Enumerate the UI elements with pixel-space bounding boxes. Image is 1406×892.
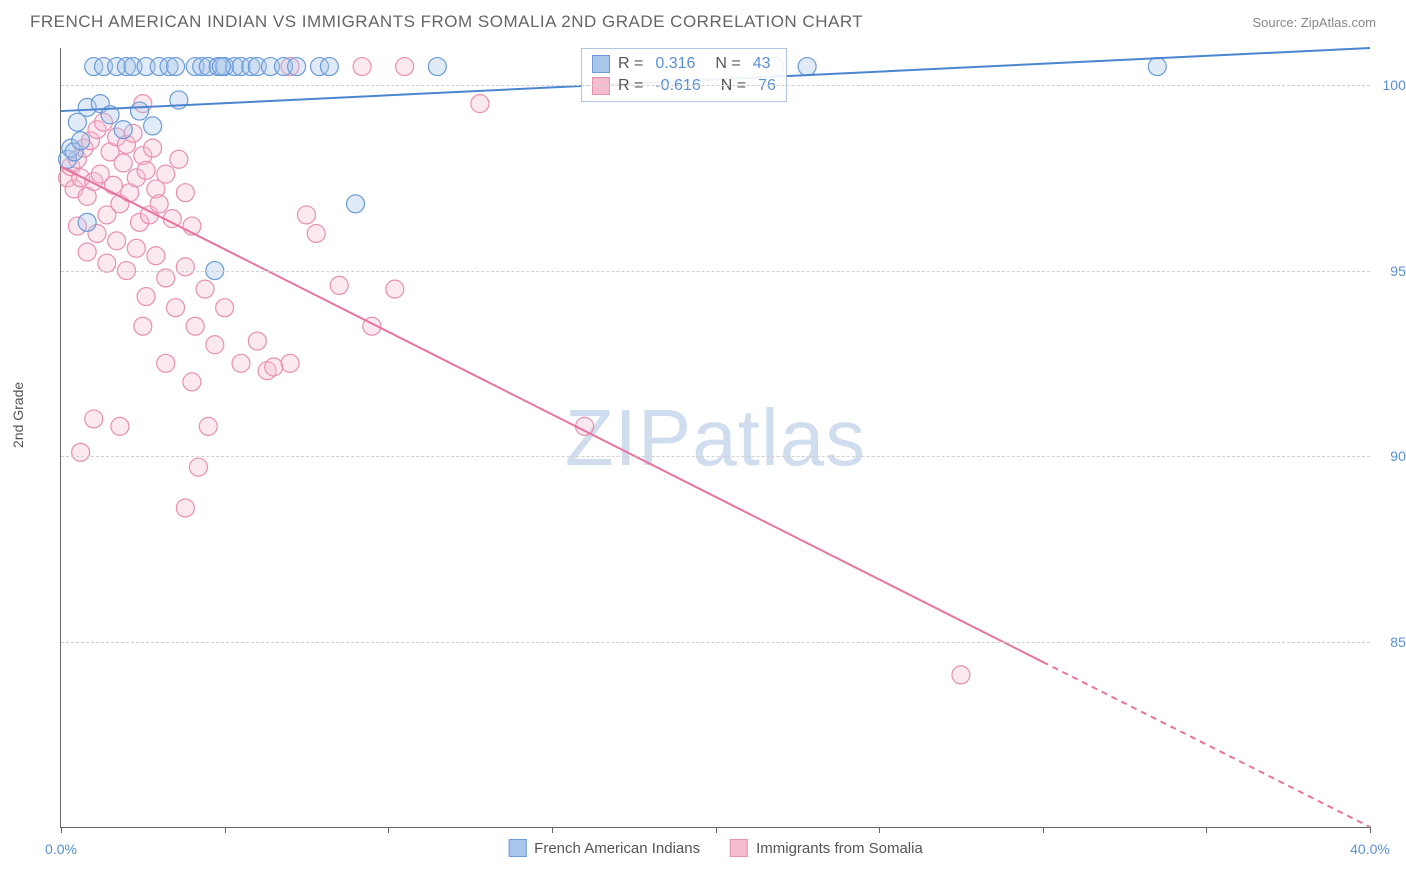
series-legend-blue: French American Indians (508, 839, 700, 857)
data-point (347, 195, 365, 213)
grid-line (61, 85, 1370, 86)
data-point (176, 258, 194, 276)
chart-plot-area: ZIPatlas R = 0.316 N = 43 R = -0.616 N =… (60, 48, 1370, 828)
correlation-legend: R = 0.316 N = 43 R = -0.616 N = 76 (581, 48, 787, 102)
data-point (798, 58, 816, 76)
x-tick (1043, 827, 1044, 833)
trend-line-dashed (1043, 662, 1370, 827)
y-tick-label: 95.0% (1390, 263, 1406, 279)
data-point (288, 58, 306, 76)
data-point (157, 269, 175, 287)
data-point (137, 161, 155, 179)
data-point (98, 254, 116, 272)
data-point (471, 95, 489, 113)
y-tick-label: 85.0% (1390, 634, 1406, 650)
data-point (248, 332, 266, 350)
data-point (307, 224, 325, 242)
data-point (232, 354, 250, 372)
trend-line (61, 167, 1043, 662)
data-point (167, 299, 185, 317)
y-tick-label: 90.0% (1390, 448, 1406, 464)
x-tick (1206, 827, 1207, 833)
legend-r-label: R = (618, 55, 643, 73)
data-point (265, 358, 283, 376)
data-point (78, 213, 96, 231)
chart-title: FRENCH AMERICAN INDIAN VS IMMIGRANTS FRO… (30, 12, 863, 32)
series-swatch-pink (730, 839, 748, 857)
source-label: Source: ZipAtlas.com (1252, 15, 1376, 30)
data-point (72, 443, 90, 461)
data-point (216, 299, 234, 317)
data-point (104, 176, 122, 194)
data-point (111, 417, 129, 435)
grid-line (61, 271, 1370, 272)
data-point (212, 58, 230, 76)
x-tick-label: 0.0% (45, 841, 77, 857)
data-point (157, 165, 175, 183)
data-point (137, 288, 155, 306)
x-tick (1370, 827, 1371, 833)
data-point (183, 373, 201, 391)
data-point (176, 184, 194, 202)
series-legend-pink: Immigrants from Somalia (730, 839, 923, 857)
grid-line (61, 456, 1370, 457)
data-point (85, 410, 103, 428)
x-tick (388, 827, 389, 833)
data-point (320, 58, 338, 76)
data-point (150, 195, 168, 213)
x-tick-label: 40.0% (1350, 841, 1390, 857)
data-point (428, 58, 446, 76)
series-legend: French American Indians Immigrants from … (508, 839, 923, 857)
data-point (1148, 58, 1166, 76)
data-point (170, 150, 188, 168)
series-label-pink: Immigrants from Somalia (756, 840, 923, 857)
legend-row-blue: R = 0.316 N = 43 (592, 53, 776, 75)
x-tick (879, 827, 880, 833)
data-point (199, 417, 217, 435)
data-point (396, 58, 414, 76)
data-point (952, 666, 970, 684)
x-tick (225, 827, 226, 833)
series-label-blue: French American Indians (534, 840, 700, 857)
data-point (78, 243, 96, 261)
data-point (72, 132, 90, 150)
data-point (147, 247, 165, 265)
y-axis-label: 2nd Grade (10, 382, 26, 448)
data-point (186, 317, 204, 335)
data-point (576, 417, 594, 435)
scatter-svg (61, 48, 1370, 827)
y-tick-label: 100.0% (1383, 77, 1406, 93)
data-point (297, 206, 315, 224)
data-point (330, 276, 348, 294)
data-point (176, 499, 194, 517)
legend-n-blue: 43 (753, 55, 771, 73)
data-point (134, 317, 152, 335)
data-point (144, 139, 162, 157)
legend-r-blue: 0.316 (655, 55, 695, 73)
data-point (157, 354, 175, 372)
data-point (131, 102, 149, 120)
data-point (114, 154, 132, 172)
data-point (189, 458, 207, 476)
data-point (127, 239, 145, 257)
data-point (206, 336, 224, 354)
data-point (144, 117, 162, 135)
x-tick (61, 827, 62, 833)
legend-swatch-blue (592, 55, 610, 73)
data-point (196, 280, 214, 298)
series-swatch-blue (508, 839, 526, 857)
data-point (386, 280, 404, 298)
legend-n-label: N = (715, 55, 740, 73)
data-point (281, 354, 299, 372)
data-point (167, 58, 185, 76)
x-tick (552, 827, 553, 833)
data-point (353, 58, 371, 76)
data-point (114, 121, 132, 139)
x-tick (716, 827, 717, 833)
grid-line (61, 642, 1370, 643)
chart-header: FRENCH AMERICAN INDIAN VS IMMIGRANTS FRO… (0, 0, 1406, 40)
data-point (108, 232, 126, 250)
